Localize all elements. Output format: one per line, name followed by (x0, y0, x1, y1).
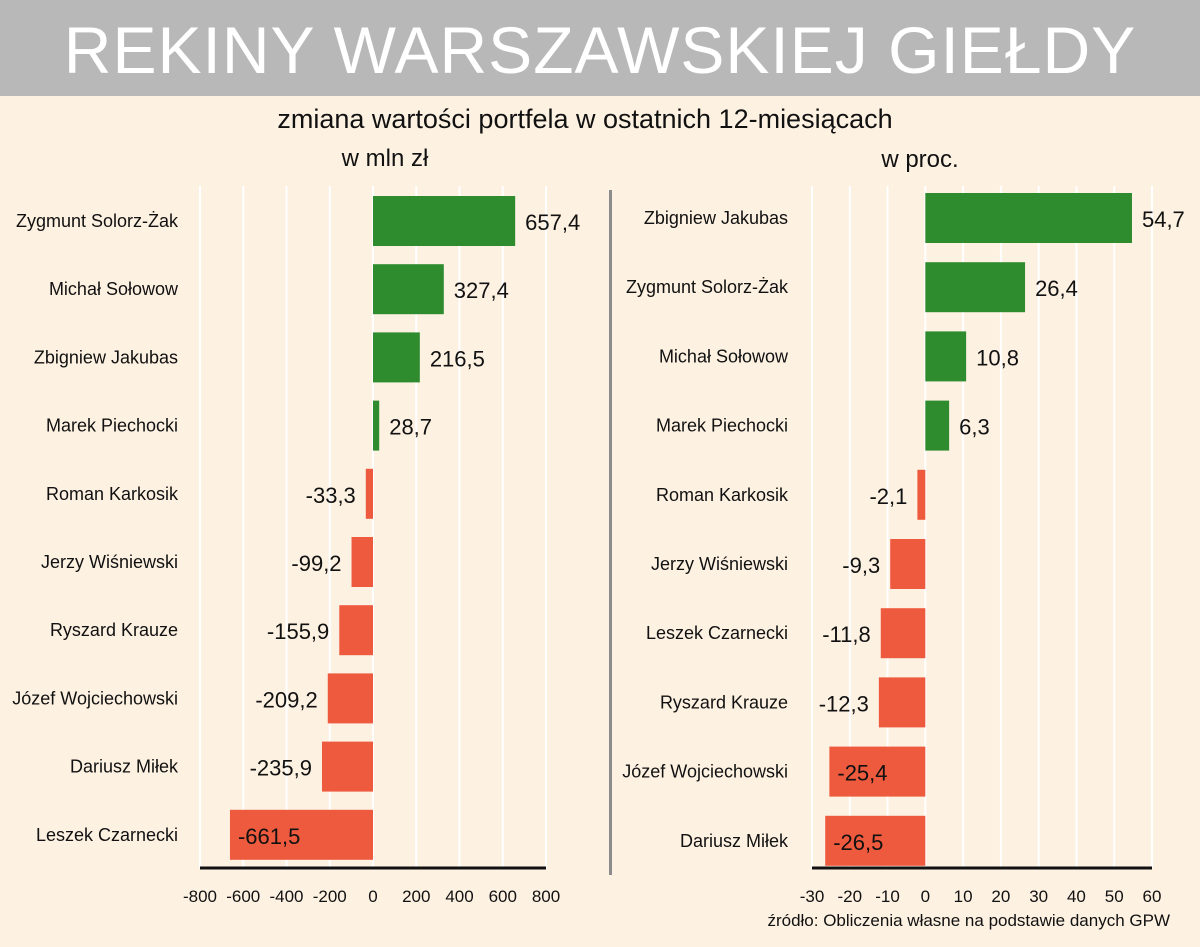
right-category-label: Dariusz Miłek (680, 831, 789, 851)
left-tick-label: 800 (532, 887, 560, 906)
left-category-label: Dariusz Miłek (70, 757, 179, 777)
left-tick-label: -600 (226, 887, 260, 906)
chart-title: REKINY WARSZAWSKIEJ GIEŁDY (63, 13, 1137, 87)
right-tick-label: 50 (1105, 887, 1124, 906)
left-tick-label: 600 (489, 887, 517, 906)
right-category-label: Marek Piechocki (656, 416, 788, 436)
right-value-label: -9,3 (842, 553, 880, 578)
right-value-label: 26,4 (1035, 276, 1078, 301)
left-category-label: Ryszard Krauze (50, 620, 178, 640)
left-tick-label: -400 (269, 887, 303, 906)
left-value-label: -155,9 (267, 619, 329, 644)
left-category-label: Jerzy Wiśniewski (41, 552, 178, 572)
left-value-label: -99,2 (291, 551, 341, 576)
left-tick-label: 0 (368, 887, 377, 906)
right-category-label: Zygmunt Solorz-Żak (626, 277, 789, 297)
left-category-label: Zygmunt Solorz-Żak (16, 211, 179, 231)
right-chart-unit: w proc. (881, 146, 959, 173)
left-tick-label: -200 (313, 887, 347, 906)
left-value-label: -661,5 (238, 824, 300, 849)
left-category-label: Zbigniew Jakubas (34, 347, 178, 367)
left-value-label: -235,9 (250, 756, 312, 781)
right-value-label: 54,7 (1142, 207, 1185, 232)
chart-subtitle: zmiana wartości portfela w ostatnich 12-… (277, 104, 893, 134)
right-tick-label: 40 (1067, 887, 1086, 906)
right-tick-label: 0 (921, 887, 930, 906)
right-bar (917, 469, 926, 520)
left-category-label: Roman Karkosik (46, 484, 179, 504)
right-category-label: Józef Wojciechowski (622, 762, 788, 782)
right-bar (825, 815, 926, 866)
left-category-label: Leszek Czarnecki (36, 825, 178, 845)
left-bar (373, 196, 516, 246)
right-bar (925, 331, 967, 382)
right-value-label: -2,1 (869, 484, 907, 509)
left-category-label: Michał Sołowow (49, 279, 179, 299)
right-tick-label: -30 (800, 887, 825, 906)
left-bar (373, 332, 420, 383)
left-value-label: 216,5 (430, 346, 485, 371)
left-bar-chart: -800 -600 -400 -200 0 200 400 600 800 657,4 Zygmun… (12, 186, 580, 906)
right-bar (925, 262, 1026, 313)
right-category-label: Ryszard Krauze (660, 692, 788, 712)
right-category-label: Michał Sołowow (659, 346, 789, 366)
right-bar (925, 193, 1132, 243)
left-bar (321, 741, 373, 792)
right-category-label: Jerzy Wiśniewski (651, 554, 788, 574)
right-bar (925, 400, 950, 451)
left-value-label: 327,4 (454, 278, 509, 303)
left-bar (373, 400, 380, 451)
title-banner (0, 0, 1200, 96)
panel-divider (609, 190, 612, 875)
right-bar (829, 746, 926, 797)
left-value-label: -33,3 (306, 483, 356, 508)
left-value-label: 657,4 (525, 210, 580, 235)
right-value-label: -12,3 (819, 691, 869, 716)
left-tick-label: 400 (445, 887, 473, 906)
left-category-label: Marek Piechocki (46, 416, 178, 436)
right-value-label: -26,5 (833, 830, 883, 855)
right-tick-label: 10 (954, 887, 973, 906)
right-tick-label: 60 (1143, 887, 1162, 906)
left-bar (327, 673, 373, 724)
right-tick-label: -20 (837, 887, 862, 906)
left-bar (373, 264, 444, 315)
right-value-label: 10,8 (976, 345, 1019, 370)
right-value-label: -11,8 (822, 622, 871, 647)
left-tick-label: -800 (183, 887, 217, 906)
left-value-label: 28,7 (389, 415, 432, 440)
left-tick-label: 200 (402, 887, 430, 906)
right-category-label: Zbigniew Jakubas (644, 208, 788, 228)
left-chart-unit: w mln zł (341, 145, 429, 172)
right-value-label: -25,4 (837, 761, 887, 786)
right-bar (878, 677, 926, 728)
right-tick-label: 30 (1029, 887, 1048, 906)
right-tick-label: -10 (875, 887, 900, 906)
right-bar (890, 539, 926, 589)
right-category-label: Roman Karkosik (656, 485, 789, 505)
right-category-label: Leszek Czarnecki (646, 623, 788, 643)
right-value-label: 6,3 (959, 415, 990, 440)
left-bar (339, 605, 373, 656)
right-bar (880, 608, 926, 659)
left-bar (351, 537, 373, 587)
source-note: źródło: Obliczenia własne na podstawie d… (767, 911, 1170, 930)
left-bar (365, 468, 373, 519)
left-bar (229, 809, 373, 860)
left-category-label: Józef Wojciechowski (12, 688, 178, 708)
right-bar-chart: -30 -20 -10 0 10 20 30 40 50 60 54,7 Zbigniew Jakub… (622, 186, 1185, 906)
right-tick-label: 20 (991, 887, 1010, 906)
left-value-label: -209,2 (255, 687, 317, 712)
